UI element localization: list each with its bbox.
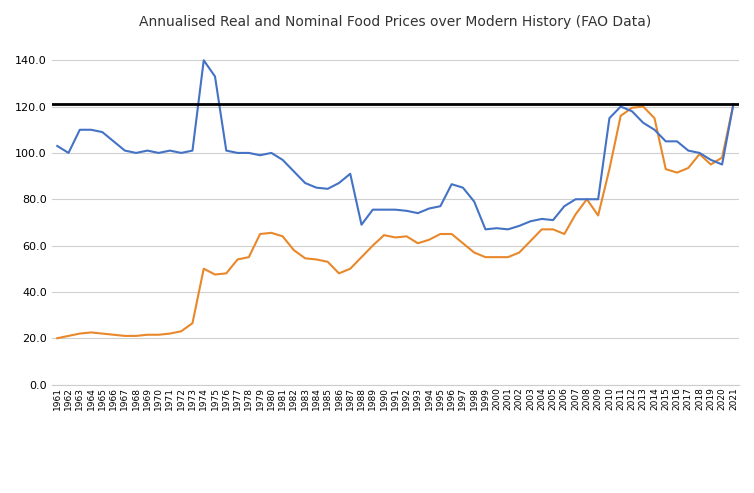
Title: Annualised Real and Nominal Food Prices over Modern History (FAO Data): Annualised Real and Nominal Food Prices … [139, 15, 651, 29]
(B) Real [470, 199, 479, 205]
Line: (B) Real: (B) Real [57, 60, 734, 229]
(B) Real [188, 147, 197, 153]
(A) Nominal [639, 104, 648, 109]
(A) Nominal [210, 272, 219, 278]
(A) Nominal [290, 247, 299, 253]
(A) Nominal [458, 240, 467, 246]
(B) Real [481, 226, 490, 232]
(B) Real [729, 102, 738, 107]
(A) Nominal [413, 240, 422, 246]
(A) Nominal [53, 335, 62, 341]
(B) Real [53, 143, 62, 149]
(B) Real [661, 139, 670, 144]
Line: (A) Nominal: (A) Nominal [57, 105, 734, 338]
(B) Real [301, 180, 310, 186]
(B) Real [425, 206, 434, 211]
(B) Real [222, 147, 231, 153]
(B) Real [199, 57, 208, 63]
(A) Nominal [188, 320, 197, 326]
(A) Nominal [729, 102, 738, 107]
